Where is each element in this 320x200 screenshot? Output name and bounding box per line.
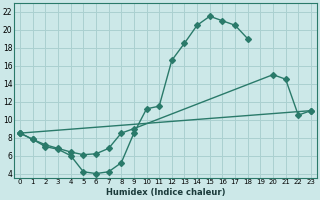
X-axis label: Humidex (Indice chaleur): Humidex (Indice chaleur) [106, 188, 225, 197]
